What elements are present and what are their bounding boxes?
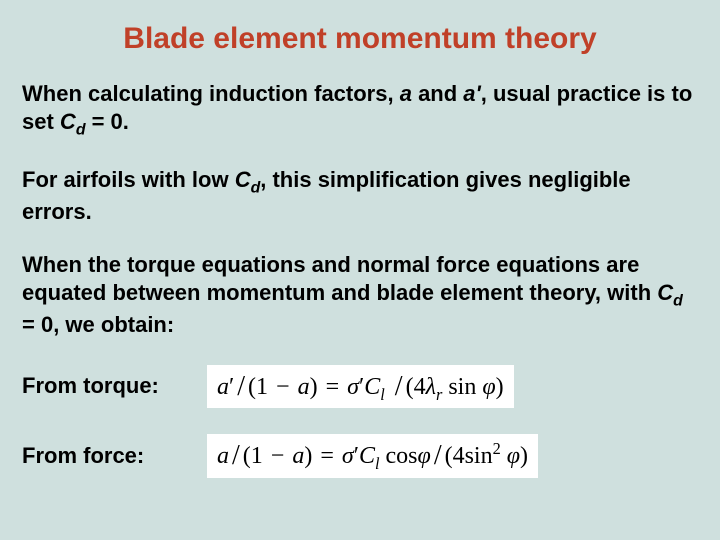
- slide-title: Blade element momentum theory: [22, 22, 698, 56]
- equation-label-torque: From torque:: [22, 373, 207, 399]
- paragraph-2: For airfoils with low Cd, this simplific…: [22, 166, 698, 226]
- paragraph-3: When the torque equations and normal for…: [22, 251, 698, 338]
- equation-box-torque: a′/(1 − a) = σ′Cl /(4λr sin φ): [207, 365, 514, 409]
- slide: Blade element momentum theory When calcu…: [0, 0, 720, 540]
- paragraph-1: When calculating induction factors, a an…: [22, 80, 698, 140]
- equation-box-force: a/(1 − a) = σ′Cl cosφ/(4sin2 φ): [207, 434, 538, 478]
- equation-row-torque: From torque: a′/(1 − a) = σ′Cl /(4λr sin…: [22, 365, 698, 409]
- equation-row-force: From force: a/(1 − a) = σ′Cl cosφ/(4sin2…: [22, 434, 698, 478]
- equation-label-force: From force:: [22, 443, 207, 469]
